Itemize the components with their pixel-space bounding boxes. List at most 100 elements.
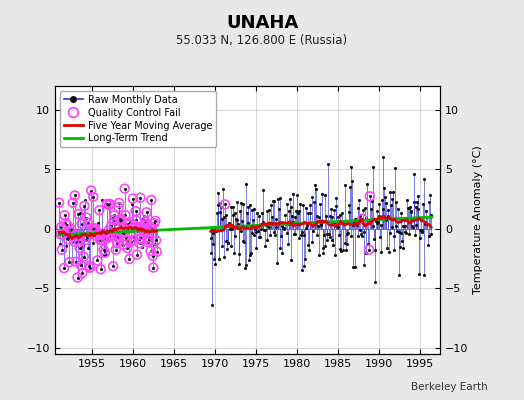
Point	[92, 232, 100, 239]
Point	[96, 266, 105, 272]
Point	[283, 241, 292, 247]
Point	[427, 231, 435, 237]
Point	[287, 204, 295, 210]
Point	[272, 224, 280, 230]
Point	[269, 198, 278, 205]
Point	[277, 233, 285, 239]
Point	[354, 205, 363, 211]
Point	[312, 185, 320, 192]
Point	[413, 199, 421, 205]
Point	[351, 264, 359, 270]
Point	[76, 210, 84, 217]
Point	[307, 220, 315, 227]
Point	[310, 182, 319, 189]
Point	[235, 251, 244, 257]
Point	[366, 193, 374, 200]
Point	[274, 195, 282, 202]
Point	[274, 221, 282, 227]
Point	[84, 220, 92, 226]
Point	[80, 254, 88, 260]
Point	[230, 250, 238, 256]
Point	[390, 247, 399, 253]
Point	[145, 237, 154, 244]
Point	[385, 249, 393, 255]
Point	[396, 243, 404, 250]
Point	[148, 226, 156, 232]
Point	[75, 239, 83, 245]
Point	[149, 264, 158, 271]
Point	[375, 213, 383, 220]
Point	[336, 212, 345, 218]
Point	[141, 221, 150, 227]
Point	[118, 230, 127, 236]
Point	[60, 265, 68, 271]
Point	[310, 199, 318, 205]
Point	[121, 186, 129, 192]
Point	[340, 221, 348, 227]
Point	[326, 206, 335, 212]
Point	[331, 252, 339, 258]
Point	[229, 212, 237, 218]
Text: 55.033 N, 126.800 E (Russia): 55.033 N, 126.800 E (Russia)	[177, 34, 347, 47]
Point	[238, 238, 247, 244]
Point	[231, 210, 239, 216]
Point	[358, 216, 366, 222]
Point	[368, 198, 376, 204]
Point	[297, 229, 305, 235]
Point	[134, 224, 142, 231]
Point	[380, 185, 388, 191]
Point	[85, 264, 94, 271]
Point	[311, 219, 320, 226]
Point	[247, 250, 255, 256]
Point	[98, 197, 106, 204]
Point	[353, 222, 361, 228]
Point	[356, 213, 365, 219]
Point	[212, 228, 221, 234]
Point	[77, 262, 85, 268]
Point	[306, 210, 314, 216]
Point	[376, 234, 384, 241]
Point	[113, 240, 122, 246]
Point	[314, 252, 323, 258]
Point	[95, 207, 104, 214]
Point	[151, 218, 160, 224]
Point	[225, 220, 233, 226]
Point	[260, 226, 268, 233]
Point	[108, 233, 116, 239]
Point	[104, 227, 113, 234]
Point	[273, 260, 281, 266]
Point	[130, 222, 139, 229]
Point	[222, 212, 231, 218]
Point	[118, 229, 126, 235]
Point	[359, 228, 368, 235]
Point	[275, 206, 283, 213]
Point	[73, 274, 82, 281]
Point	[335, 246, 344, 252]
Point	[411, 232, 419, 238]
Point	[299, 232, 308, 238]
Point	[211, 224, 219, 230]
Point	[323, 231, 332, 238]
Point	[318, 191, 326, 197]
Point	[107, 215, 116, 222]
Point	[80, 254, 88, 260]
Point	[264, 223, 272, 229]
Point	[137, 235, 145, 242]
Point	[100, 252, 108, 259]
Point	[136, 194, 145, 201]
Point	[145, 237, 154, 244]
Point	[368, 164, 377, 170]
Point	[94, 232, 103, 238]
Point	[108, 233, 116, 239]
Point	[146, 223, 154, 230]
Point	[57, 224, 66, 230]
Point	[150, 220, 158, 226]
Point	[352, 216, 361, 222]
Point	[112, 246, 120, 253]
Text: UNAHA: UNAHA	[226, 14, 298, 32]
Point	[286, 196, 294, 202]
Point	[63, 222, 71, 228]
Point	[117, 216, 125, 222]
Point	[128, 225, 136, 232]
Point	[58, 246, 66, 253]
